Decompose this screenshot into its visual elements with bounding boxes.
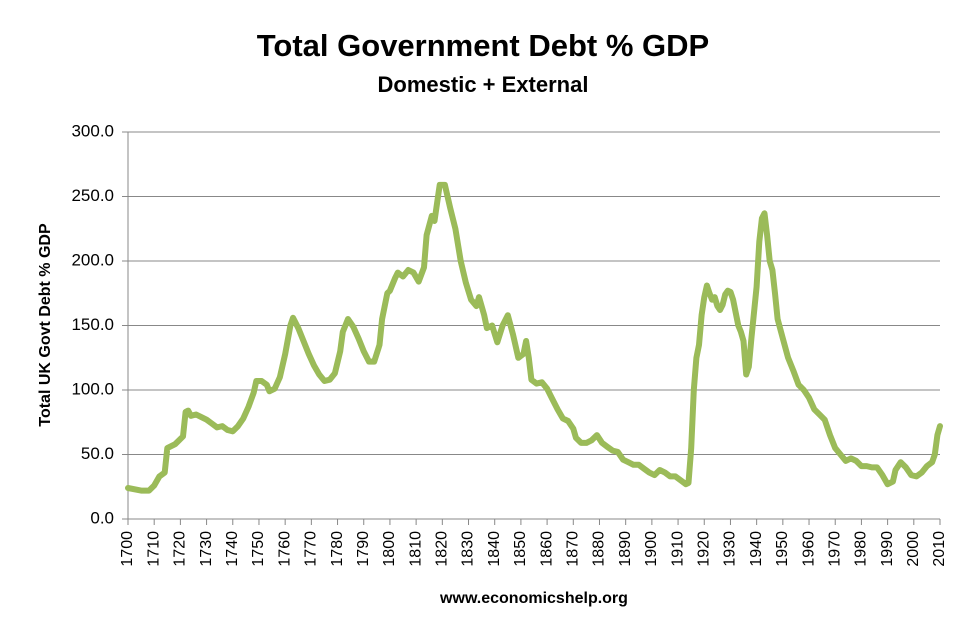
y-axis-label: Total UK Govt Debt % GDP xyxy=(37,223,54,427)
x-tick-label: 1710 xyxy=(145,531,162,567)
y-tick-label: 0.0 xyxy=(90,508,114,527)
x-tick-label: 1740 xyxy=(224,531,241,567)
y-tick-label: 150.0 xyxy=(71,315,114,334)
x-tick-label: 1920 xyxy=(695,531,712,567)
x-tick-label: 1770 xyxy=(303,531,320,567)
x-tick-label: 2010 xyxy=(931,531,948,567)
chart-subtitle: Domestic + External xyxy=(378,72,589,97)
y-tick-label: 200.0 xyxy=(71,250,114,269)
x-tick-label: 1880 xyxy=(591,531,608,567)
x-tick-label: 1980 xyxy=(853,531,870,567)
x-tick-label: 1760 xyxy=(276,531,293,567)
x-tick-label: 1820 xyxy=(434,531,451,567)
x-axis-label: www.economicshelp.org xyxy=(439,590,628,607)
x-tick-label: 1990 xyxy=(879,531,896,567)
x-tick-label: 1940 xyxy=(748,531,765,567)
x-tick-label: 1870 xyxy=(565,531,582,567)
x-tick-label: 1840 xyxy=(486,531,503,567)
x-tick-label: 1700 xyxy=(119,531,136,567)
x-tick-label: 1720 xyxy=(172,531,189,567)
x-tick-label: 1950 xyxy=(774,531,791,567)
chart-title: Total Government Debt % GDP xyxy=(257,28,709,63)
x-tick-label: 1960 xyxy=(800,531,817,567)
x-tick-label: 1900 xyxy=(643,531,660,567)
y-tick-label: 300.0 xyxy=(71,121,114,140)
x-tick-label: 1930 xyxy=(722,531,739,567)
y-tick-label: 100.0 xyxy=(71,379,114,398)
x-tick-label: 1810 xyxy=(407,531,424,567)
x-tick-label: 1790 xyxy=(355,531,372,567)
x-tick-label: 1730 xyxy=(198,531,215,567)
data-line xyxy=(125,181,943,494)
x-tick-label: 1850 xyxy=(512,531,529,567)
y-tick-label: 250.0 xyxy=(71,186,114,205)
x-tick-label: 2000 xyxy=(905,531,922,567)
y-tick-label: 50.0 xyxy=(81,444,114,463)
x-tick-label: 1890 xyxy=(617,531,634,567)
x-tick-label: 1750 xyxy=(250,531,267,567)
x-tick-label: 1860 xyxy=(538,531,555,567)
x-tick-label: 1970 xyxy=(826,531,843,567)
x-tick-label: 1830 xyxy=(460,531,477,567)
x-tick-label: 1780 xyxy=(329,531,346,567)
x-tick-label: 1800 xyxy=(381,531,398,567)
x-tick-label: 1910 xyxy=(669,531,686,567)
